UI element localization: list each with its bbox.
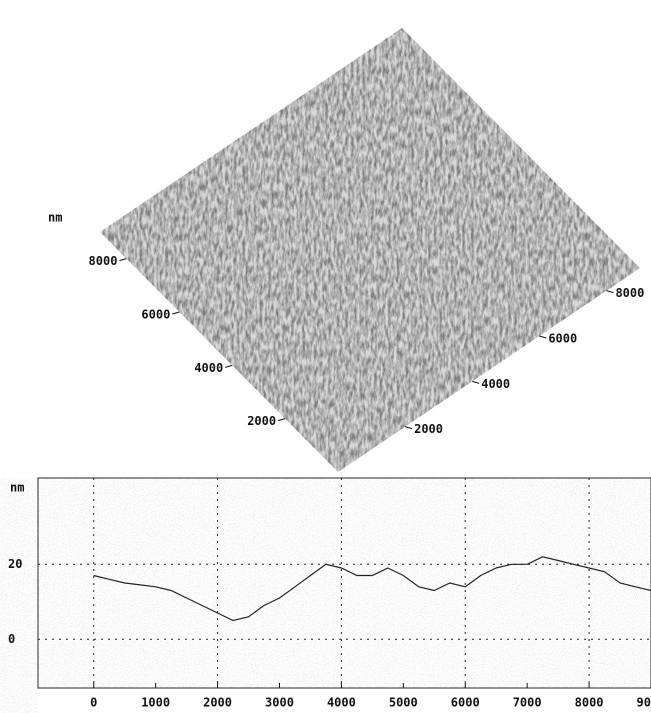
y-tick-label: 20 — [8, 557, 22, 571]
y-tick — [119, 259, 126, 261]
x-tick — [472, 381, 479, 383]
x-tick-label: 4000 — [481, 377, 510, 391]
x-tick-label: 1000 — [141, 696, 170, 710]
x-tick-label: 0 — [90, 696, 97, 710]
x-tick — [539, 336, 546, 338]
x-tick-label: 8000 — [615, 286, 644, 300]
x-tick-label: 7000 — [513, 696, 542, 710]
y-axis-label: nm — [10, 481, 24, 495]
x-tick — [405, 427, 412, 429]
y-tick-label: 6000 — [141, 308, 170, 322]
surface-render — [100, 28, 640, 472]
x-tick-label: 6000 — [548, 332, 577, 346]
x-tick-label: 8000 — [575, 696, 604, 710]
y-tick-label: 0 — [8, 632, 15, 646]
x-tick-label: 2000 — [203, 696, 232, 710]
x-tick-label: 2000 — [414, 422, 443, 436]
left-noise — [0, 478, 38, 713]
x-tick-label: 9000 — [637, 696, 651, 710]
y-tick-label: 8000 — [89, 254, 118, 268]
x-tick-label: 3000 — [265, 696, 294, 710]
x-tick-label: 6000 — [451, 696, 480, 710]
y-tick-label: 4000 — [194, 361, 223, 375]
y-tick-label: 2000 — [247, 414, 276, 428]
z-axis-label: nm — [48, 211, 62, 225]
afm-figure: nm nm 2000 4000 6000 8000 2000 4000 6000 8000 0 2… — [0, 0, 651, 713]
y-tick — [172, 312, 179, 314]
y-tick — [278, 419, 285, 421]
x-tick-label: 4000 — [327, 696, 356, 710]
profile-noise — [38, 478, 651, 688]
x-tick-label: 5000 — [389, 696, 418, 710]
x-tick — [606, 291, 613, 293]
y-tick — [225, 365, 232, 367]
